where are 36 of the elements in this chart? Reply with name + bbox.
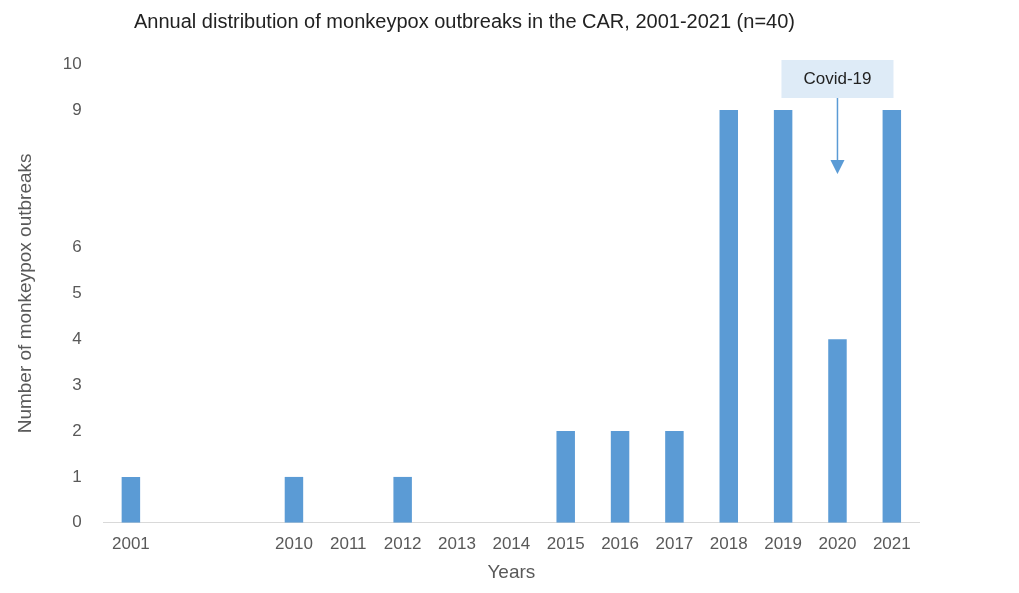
x-tick-label: 2020 (818, 533, 857, 553)
bar (828, 339, 847, 523)
annotation: Covid-19 (803, 68, 872, 88)
y-tick-label: 10 (62, 53, 82, 73)
y-tick-label: 1 (72, 466, 82, 486)
x-tick-label: 2012 (383, 533, 422, 553)
y-tick-label: 3 (72, 374, 82, 394)
bar (393, 476, 412, 523)
y-tick-label: 9 (72, 99, 82, 119)
bar (665, 431, 684, 523)
bar (121, 476, 141, 523)
bar (719, 109, 739, 523)
x-tick-label: 2018 (709, 533, 748, 553)
bar (610, 431, 630, 523)
x-tick-label: 2021 (872, 533, 911, 553)
x-tick-label: 2017 (655, 533, 694, 553)
x-tick-label: 2016 (601, 533, 639, 553)
x-axis-title: Years (487, 560, 536, 582)
bar (556, 431, 575, 523)
bar (284, 476, 304, 523)
bar (773, 109, 793, 523)
y-tick-label: 0 (72, 512, 82, 532)
x-tick-label: 2001 (111, 533, 150, 553)
y-axis-title: Number of monkeypox outbreaks (13, 153, 35, 434)
x-tick-label: 2010 (275, 533, 313, 553)
x-tick-label: 2019 (764, 533, 803, 553)
y-tick-label: 4 (72, 328, 82, 348)
x-tick-label: 2013 (438, 533, 476, 553)
chart-title: Annual distribution of monkeypox outbreaks in the CAR, 2001-2021 (n=40) (134, 9, 795, 32)
y-tick-label: 2 (72, 420, 82, 440)
x-tick-label: 2015 (546, 533, 585, 553)
y-tick-label: 6 (72, 237, 82, 257)
x-tick-label: 2011 (330, 533, 367, 553)
y-tick-label: 5 (72, 283, 82, 303)
x-tick-label: 2014 (492, 533, 531, 553)
bar (882, 109, 902, 523)
